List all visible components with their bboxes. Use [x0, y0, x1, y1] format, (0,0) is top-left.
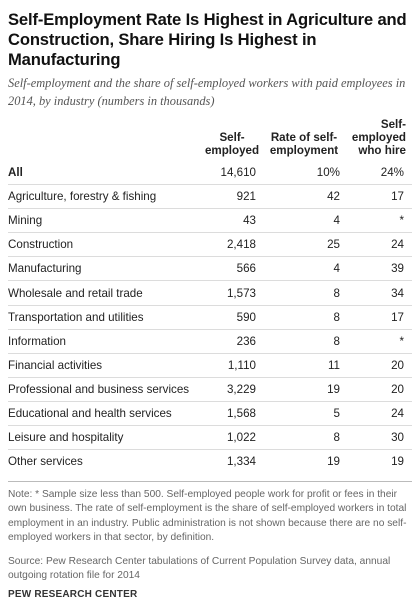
table-row: Information 236 8 *: [8, 329, 412, 354]
source-note: Source: Pew Research Center tabulations …: [8, 556, 391, 582]
header-rate-label: Rate of self-employment: [269, 131, 339, 157]
self-employed-value: 2,418: [196, 232, 268, 258]
self-employed-value: 43: [196, 208, 268, 234]
industry-label: Financial activities: [8, 353, 196, 378]
self-employed-value: 921: [196, 184, 268, 210]
self-employed-value: 590: [196, 305, 268, 330]
header-self-employed: Self-employed: [196, 118, 268, 161]
rate-value: 19: [268, 377, 340, 402]
table-body: All 14,610 10% 24% Agriculture, forestry & f…: [8, 161, 412, 473]
table-row: Financial activities 1,110 11 20: [8, 353, 412, 378]
table-row: Leisure and hospitality 1,022 8 30: [8, 425, 412, 451]
rate-value: 19: [327, 455, 340, 469]
hire-share-value: 39: [340, 256, 412, 282]
self-employed-value: 236: [196, 329, 268, 354]
hire-share-value: 17: [340, 184, 412, 210]
table-row: Agriculture, forestry & fishing 921 42 17: [8, 184, 412, 210]
rate-value: 8: [268, 280, 340, 306]
table-row: Professional and business services 3,229 1…: [8, 377, 412, 402]
rate-value: 10%: [268, 161, 340, 186]
industry-label: Agriculture, forestry & fishing: [8, 184, 196, 210]
rate-value: 4: [268, 208, 340, 234]
hire-share-value: 30: [340, 425, 412, 451]
industry-label: Wholesale and retail trade: [8, 280, 196, 306]
hire-share-value: 24: [340, 232, 412, 258]
rate-value: 11: [268, 353, 340, 378]
self-employed-value: 566: [196, 256, 268, 282]
self-employed-value: 1,568: [196, 401, 268, 427]
self-employed-value: 14,610: [196, 161, 268, 186]
industry-label: Educational and health services: [8, 401, 196, 427]
table-row: Manufacturing 566 4 39: [8, 256, 412, 282]
industry-label: Transportation and utilities: [8, 305, 196, 330]
rate-value: 8: [268, 329, 340, 354]
industry-label: Construction: [8, 232, 196, 258]
industry-label: Manufacturing: [8, 256, 196, 282]
rate-value: 42: [268, 184, 340, 210]
header-self-employed-label: Self-employed: [204, 131, 260, 157]
hire-share-value: *: [340, 329, 412, 354]
industry-label: Other services: [8, 455, 83, 469]
self-employed-value: 1,573: [196, 280, 268, 306]
table-row: Other services 1,334 19 19: [8, 450, 412, 474]
industry-label: Mining: [8, 208, 196, 234]
table-row: Transportation and utilities 590 8 17: [8, 305, 412, 330]
brand-logo-text: PEW RESEARCH CENTER: [8, 589, 138, 600]
rate-value: 8: [268, 305, 340, 330]
header-row: Self-employed Rate of self-employment Se…: [8, 118, 412, 161]
header-hire: Self-employed who hire: [340, 118, 412, 161]
hire-share-value: 24: [340, 401, 412, 427]
table-row: Construction 2,418 25 24: [8, 232, 412, 258]
header-industry: [8, 118, 196, 161]
self-employed-value: 1,022: [196, 425, 268, 451]
header-hire-label: Self-employed who hire: [351, 118, 406, 157]
header-rate: Rate of self-employment: [268, 118, 340, 161]
table-row: All 14,610 10% 24%: [8, 161, 412, 186]
hire-share-value: 20: [340, 353, 412, 378]
footnote: Note: * Sample size less than 500. Self-…: [8, 481, 412, 545]
hire-share-value: 20: [340, 377, 412, 402]
self-employed-value: 3,229: [196, 377, 268, 402]
rate-value: 8: [268, 425, 340, 451]
industry-label: All: [8, 161, 196, 186]
industry-table: Self-employed Rate of self-employment Se…: [8, 118, 412, 473]
hire-share-value: 34: [340, 280, 412, 306]
hire-share-value: 24%: [340, 161, 412, 186]
chart-page: Self-Employment Rate Is Highest in Agric…: [8, 10, 412, 600]
industry-label: Leisure and hospitality: [8, 425, 196, 451]
hire-share-value: 19: [391, 455, 404, 469]
rate-value: 4: [268, 256, 340, 282]
chart-subtitle: Self-employment and the share of self-em…: [8, 76, 406, 108]
table-row: Mining 43 4 *: [8, 208, 412, 234]
rate-value: 5: [268, 401, 340, 427]
hire-share-value: 17: [340, 305, 412, 330]
chart-title: Self-Employment Rate Is Highest in Agric…: [8, 10, 407, 69]
table-row: Wholesale and retail trade 1,573 8 34: [8, 280, 412, 306]
self-employed-value: 1,334: [226, 455, 256, 469]
table-row: Educational and health services 1,568 5 24: [8, 401, 412, 427]
rate-value: 25: [268, 232, 340, 258]
industry-label: Professional and business services: [8, 377, 196, 402]
industry-label: Information: [8, 329, 196, 354]
hire-share-value: *: [340, 208, 412, 234]
self-employed-value: 1,110: [196, 353, 268, 378]
